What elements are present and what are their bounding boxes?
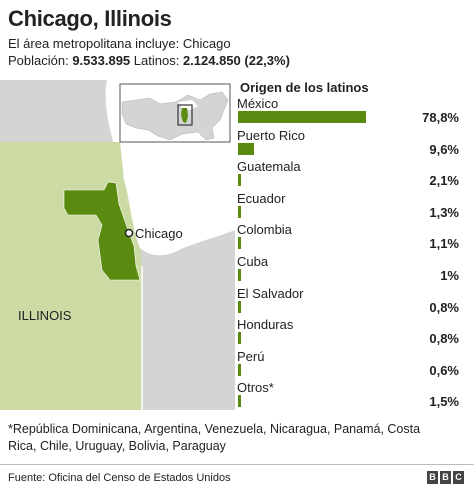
- inset-us-land: [121, 91, 229, 141]
- bar-row: México 78,8%: [237, 96, 465, 127]
- bar: [238, 269, 241, 281]
- state-label: ILLINOIS: [18, 308, 72, 323]
- footnote: *República Dominicana, Argentina, Venezu…: [8, 422, 421, 453]
- bar: [238, 142, 254, 155]
- bar-value-label: 1%: [440, 268, 459, 283]
- bar-value-label: 2,1%: [429, 173, 459, 189]
- footer-divider: [0, 464, 474, 465]
- bar: [238, 174, 242, 187]
- bar: [238, 332, 241, 345]
- bar-row: Otros* 1,5%: [237, 380, 465, 411]
- bar: [238, 111, 367, 123]
- bar-category-label: Colombia: [237, 222, 292, 238]
- chart-title: Origen de los latinos: [240, 80, 369, 95]
- bar-row: Ecuador 1,3%: [237, 191, 465, 222]
- bar-row: Perú 0,6%: [237, 349, 465, 380]
- source-text: Fuente: Oficina del Censo de Estados Uni…: [8, 472, 231, 484]
- latinos-value: 2.124.850 (22,3%): [182, 53, 290, 68]
- chicago-map: Chicago ILLINOIS: [0, 80, 235, 410]
- bar-category-label: Guatemala: [237, 159, 301, 175]
- chicago-metro-area: [63, 181, 141, 281]
- bar-category-label: Otros*: [237, 380, 274, 396]
- bar-category-label: Honduras: [237, 317, 294, 333]
- bar: [238, 205, 241, 218]
- population-line: Población: 9.533.895 Latinos: 2.124.850 …: [8, 53, 290, 68]
- bar-value-label: 78,8%: [422, 110, 459, 125]
- bar-category-label: Ecuador: [237, 190, 286, 206]
- bar-row: Honduras 0,8%: [237, 317, 465, 348]
- bbc-logo-letter-2: B: [440, 471, 451, 484]
- bar-row: Cuba 1%: [237, 254, 465, 285]
- bar-category-label: El Salvador: [237, 285, 304, 301]
- population-value: 9.533.895: [72, 53, 131, 68]
- bar-value-label: 0,8%: [429, 299, 459, 315]
- bar-value-label: 1,1%: [429, 236, 459, 252]
- bar-value-label: 1,5%: [429, 394, 459, 410]
- bar-category-label: México: [237, 96, 279, 111]
- bar-category-label: Perú: [237, 348, 265, 364]
- bbc-logo-letter-1: B: [427, 471, 438, 484]
- bar-row: Guatemala 2,1%: [237, 159, 465, 190]
- inset-illinois: [181, 108, 188, 123]
- bbc-logo-letter-3: C: [453, 471, 464, 484]
- bar-value-label: 0,8%: [429, 331, 459, 347]
- inset-highlight-box: [177, 104, 193, 126]
- bar-category-label: Cuba: [237, 254, 269, 269]
- population-label: Población:: [8, 53, 73, 68]
- bar: [238, 363, 241, 376]
- page-title: Chicago, Illinois: [8, 6, 172, 31]
- bar: [238, 300, 241, 313]
- bbc-logo: B B C: [427, 471, 464, 484]
- city-label: Chicago: [135, 226, 183, 241]
- latinos-label: Latinos:: [130, 53, 183, 68]
- bar-value-label: 9,6%: [429, 141, 459, 157]
- bar: [238, 237, 241, 250]
- bar-category-label: Puerto Rico: [237, 127, 305, 143]
- metro-area-subtitle: El área metropolitana incluye: Chicago: [8, 36, 231, 51]
- us-locator-inset: [119, 83, 231, 143]
- bar-row: Colombia 1,1%: [237, 222, 465, 253]
- bar-value-label: 1,3%: [429, 204, 459, 220]
- bar-value-label: 0,6%: [429, 362, 459, 378]
- bar-row: Puerto Rico 9,6%: [237, 128, 465, 159]
- bar-row: El Salvador 0,8%: [237, 286, 465, 317]
- chicago-city-marker: [124, 228, 134, 238]
- bar: [238, 395, 241, 408]
